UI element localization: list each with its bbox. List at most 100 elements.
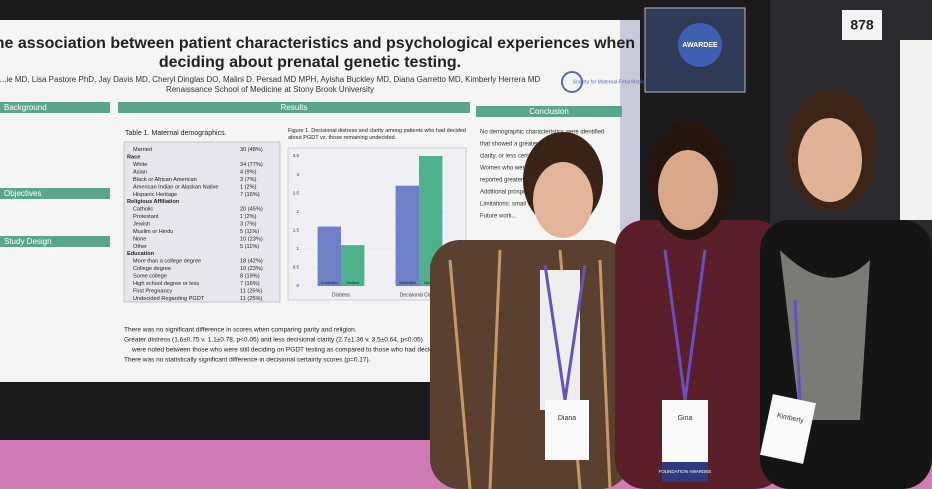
table-caption: Table 1. Maternal demographics.: [125, 130, 227, 137]
table-cell: 11 (25%): [240, 296, 262, 302]
award-text: AWARDEE: [682, 42, 718, 49]
table-cell: 30 (48%): [240, 147, 263, 153]
figure-caption: Figure 1. Decisional distress and clarit…: [288, 128, 466, 141]
table-cell: Other: [133, 244, 147, 250]
ribbon: [662, 462, 708, 482]
y-tick-label: 2: [296, 209, 299, 214]
y-tick-label: 3: [296, 172, 299, 177]
section-header: [476, 106, 622, 117]
section-header-text: Study Design: [4, 237, 52, 246]
table-cell: Protestant: [133, 214, 159, 220]
table-cell: Catholic: [133, 207, 153, 213]
table-cell: None: [133, 236, 146, 242]
section-header: [0, 102, 110, 113]
authors: ...ie MD, Lisa Pastore PhD, Jay Davis MD…: [0, 75, 540, 84]
section-header: [0, 188, 110, 199]
bar-label: Decided: [346, 281, 359, 285]
table-cell: Married: [133, 147, 152, 153]
table-cell: 1 (2%): [240, 184, 257, 190]
table-cell: 8 (19%): [240, 273, 260, 279]
booth-number: 878: [850, 17, 874, 33]
bar-label: Undecided: [399, 281, 416, 285]
table-cell: Jewish: [133, 221, 150, 227]
booth-sign: [842, 10, 882, 40]
conclusion-header: Conclusion: [529, 107, 569, 116]
face: [658, 150, 718, 230]
logo: [561, 71, 583, 93]
face: [798, 118, 862, 202]
table-cell: Hispanic Heritage: [133, 192, 177, 198]
x-tick-label: Distress: [332, 292, 351, 298]
y-tick-label: 1.5: [293, 227, 300, 232]
bar: [395, 185, 419, 286]
table-cell: 10 (23%): [240, 266, 263, 272]
table-cell: 1 (2%): [240, 214, 257, 220]
badge-name: Diana: [558, 415, 576, 422]
section-header-text: Background: [4, 103, 47, 112]
table-cell: 3 (7%): [240, 177, 257, 183]
scarf: [780, 250, 870, 420]
table-cell: 5 (11%): [240, 244, 259, 250]
table-cell: 18 (42%): [240, 259, 263, 265]
table-cell: Religious Affiliation: [127, 199, 180, 205]
table-cell: American Indian or Alaskan Native: [133, 184, 219, 190]
table-cell: Black or African American: [133, 177, 197, 183]
y-tick-label: 3.5: [293, 153, 300, 158]
table-cell: 11 (25%): [240, 288, 262, 294]
table-cell: College degree: [133, 266, 171, 272]
table-cell: 7 (16%): [240, 281, 260, 287]
table-cell: Undecided Regarding PGDT: [133, 296, 205, 302]
conclusion-text: No demographic characteristics were iden…: [480, 130, 604, 136]
table-cell: 7 (16%): [240, 192, 260, 198]
table: [123, 141, 281, 303]
section-header: [0, 236, 110, 247]
result-text: were noted between those who were still …: [131, 347, 440, 354]
y-tick-label: 0.5: [293, 265, 300, 270]
x-tick-label: Decisional Clarity: [400, 292, 439, 298]
logo-text: Society for Maternal-Fetal Medicine: [573, 79, 652, 85]
side-poster: [900, 40, 932, 220]
plaid: [448, 249, 612, 489]
badge: [545, 400, 589, 460]
face: [533, 162, 593, 238]
table-cell: High school degree or less: [133, 281, 199, 287]
table-cell: White: [133, 162, 147, 168]
institution: Renaissance School of Medicine at Stony …: [166, 85, 374, 94]
award-rosette: [678, 23, 722, 67]
table-cell: 20 (45%): [240, 207, 263, 213]
results-header: Results: [281, 103, 308, 112]
table-cell: 4 (9%): [240, 169, 257, 175]
conclusion-text: Limitations: small sample size: [480, 202, 560, 208]
result-text: There was no statistically significant d…: [124, 357, 371, 364]
table-cell: Some college: [133, 273, 167, 279]
figure-caption-box: Figure 1. Decisional distress and clarit…: [288, 128, 466, 141]
table-cell: 3 (7%): [240, 221, 257, 227]
table-cell: Race: [127, 155, 140, 161]
table-cell: Muslim or Hindu: [133, 229, 173, 235]
bar: [317, 226, 341, 286]
table-cell: More than a college degree: [133, 259, 201, 265]
badge-name: Gina: [678, 415, 693, 422]
result-text: Greater distress (1.6±0.75 v. 1.1±0.78, …: [124, 337, 423, 344]
section-header: [118, 102, 470, 113]
table-cell: 5 (11%): [240, 229, 259, 235]
badge: [760, 394, 816, 464]
table-cell: 34 (77%): [240, 162, 263, 168]
table-cell: Asian: [133, 169, 147, 175]
poster-title: deciding about prenatal genetic testing.: [159, 54, 461, 71]
y-tick-label: 1: [296, 246, 299, 251]
person-top: [615, 220, 785, 489]
bar-label: Undecided: [321, 281, 338, 285]
y-tick-label: 0: [296, 283, 299, 288]
section-header-text: Objectives: [4, 189, 41, 198]
y-tick-label: 2.5: [293, 190, 300, 195]
result-text: There was no significant difference in s…: [124, 327, 357, 334]
table-cell: 10 (23%): [240, 236, 263, 242]
bar: [341, 245, 365, 286]
table-cell: Education: [127, 251, 155, 257]
poster-title: The association between patient characte…: [0, 35, 635, 52]
table-cell: First Pregnancy: [133, 288, 172, 294]
badge: [662, 400, 708, 462]
ribbon-text: FOUNDATION AWARDEE: [659, 469, 712, 474]
